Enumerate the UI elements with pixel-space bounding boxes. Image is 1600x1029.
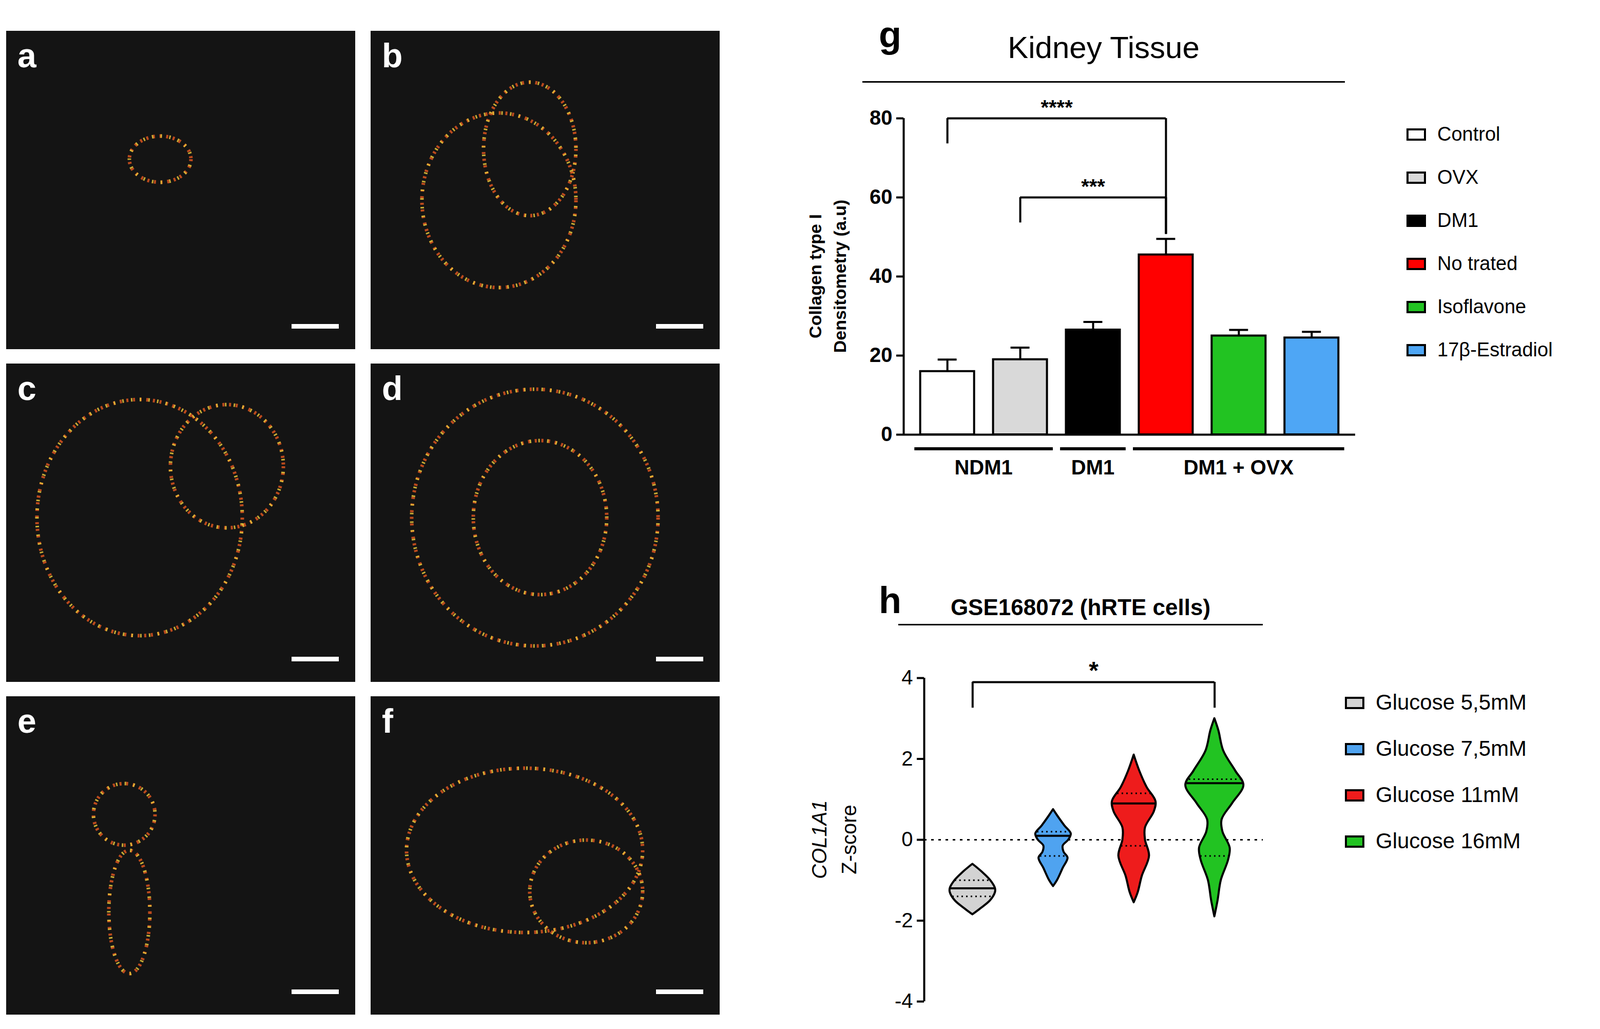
html-text:Glucose 7,5mM: Glucose 7,5mM (1375, 736, 1527, 761)
html-text:Glucose 16mM: Glucose 16mM (1375, 828, 1521, 853)
svg-text:20: 20 (869, 343, 893, 366)
html-text:g: g (878, 13, 902, 55)
svg-text:60: 60 (869, 185, 893, 208)
html-text:a: a (17, 36, 37, 75)
svg-text:40: 40 (869, 264, 893, 287)
html-text:b: b (381, 36, 403, 75)
svg-text:4: 4 (901, 665, 913, 689)
html-text:d: d (381, 369, 403, 408)
svg-text:-4: -4 (894, 989, 914, 1012)
svg-text:-2: -2 (894, 908, 914, 932)
html-text:GSE168072 (hRTE cells): GSE168072 (hRTE cells) (950, 594, 1211, 620)
svg-text:2: 2 (901, 746, 913, 770)
svg-text:Z-score: Z-score (837, 804, 861, 875)
html-text:No trated: No trated (1437, 252, 1518, 275)
svg-text:COL1A1: COL1A1 (807, 799, 831, 879)
html-text:Control: Control (1437, 123, 1501, 145)
html-text:Glucose 11mM: Glucose 11mM (1375, 782, 1520, 807)
html-text:DM1: DM1 (1437, 209, 1479, 231)
svg-text:*: * (1088, 656, 1099, 684)
svg-text:0: 0 (901, 827, 913, 851)
html-text:OVX: OVX (1437, 166, 1479, 188)
html-text:h: h (878, 579, 902, 621)
svg-text:DM1 + OVX: DM1 + OVX (1183, 455, 1295, 479)
svg-text:***: *** (1081, 175, 1106, 198)
html-text:e: e (17, 701, 37, 740)
svg-text:****: **** (1040, 95, 1073, 119)
html-text:Kidney Tissue: Kidney Tissue (1007, 30, 1200, 65)
svg-text:DM1: DM1 (1071, 455, 1115, 479)
html-text:Isoflavone: Isoflavone (1437, 295, 1527, 318)
svg-text:Collagen type I: Collagen type I (805, 214, 825, 339)
svg-text:80: 80 (869, 106, 893, 129)
html-text:f: f (381, 701, 394, 740)
svg-text:NDM1: NDM1 (954, 455, 1013, 479)
html-text:17β-Estradiol: 17β-Estradiol (1437, 338, 1553, 361)
html-text:c: c (17, 369, 37, 408)
svg-text:Densitometry (a.u): Densitometry (a.u) (830, 199, 850, 354)
html-text:Glucose 5,5mM: Glucose 5,5mM (1375, 689, 1527, 715)
svg-text:0: 0 (880, 422, 893, 446)
